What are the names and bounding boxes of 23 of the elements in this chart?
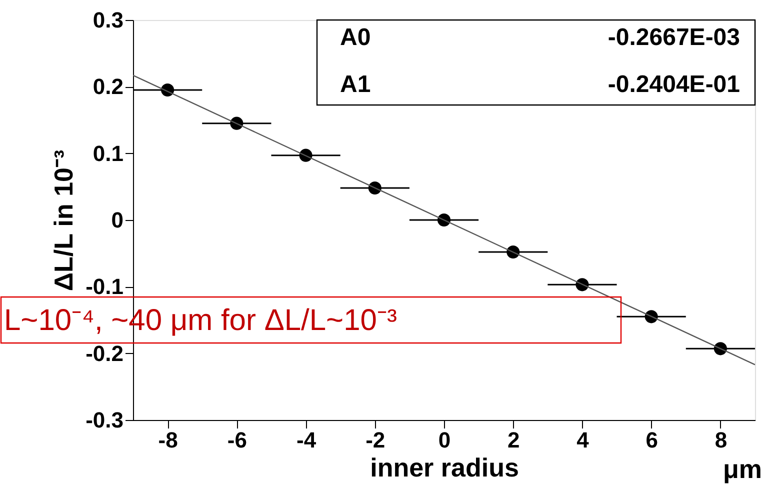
x-tick-label: -4 bbox=[296, 428, 317, 452]
x-tick-label: 8 bbox=[714, 428, 728, 452]
y-tick-label: -0.1 bbox=[86, 274, 124, 300]
x-axis-title: inner radius bbox=[370, 452, 519, 482]
text: μm bbox=[722, 454, 762, 484]
y-tick-label: -0.2 bbox=[86, 340, 124, 366]
x-tick-label: 4 bbox=[576, 428, 590, 452]
y-tick-label: -0.3 bbox=[86, 408, 124, 432]
annotation: A0 bbox=[340, 24, 371, 51]
y-axis-title: ΔL/L in 10⁻³ bbox=[48, 149, 79, 292]
y-tick-label: 0.2 bbox=[92, 74, 124, 100]
annotation: A1 bbox=[340, 71, 371, 98]
x-tick-label: -8 bbox=[158, 428, 178, 452]
x-tick-label: 6 bbox=[646, 428, 658, 452]
x-tick-label: -6 bbox=[227, 428, 247, 452]
x-tick-label: -2 bbox=[366, 428, 386, 452]
y-tick-label: 0 bbox=[111, 208, 124, 232]
x-tick-label: 0 bbox=[438, 428, 451, 452]
annotation: -0.2404E-01 bbox=[608, 71, 740, 98]
x-tick-label: 2 bbox=[507, 428, 520, 452]
annotation: -0.2667E-03 bbox=[608, 24, 740, 51]
y-tick-label: 0.3 bbox=[92, 8, 124, 32]
y-tick-label: 0.1 bbox=[92, 140, 124, 166]
